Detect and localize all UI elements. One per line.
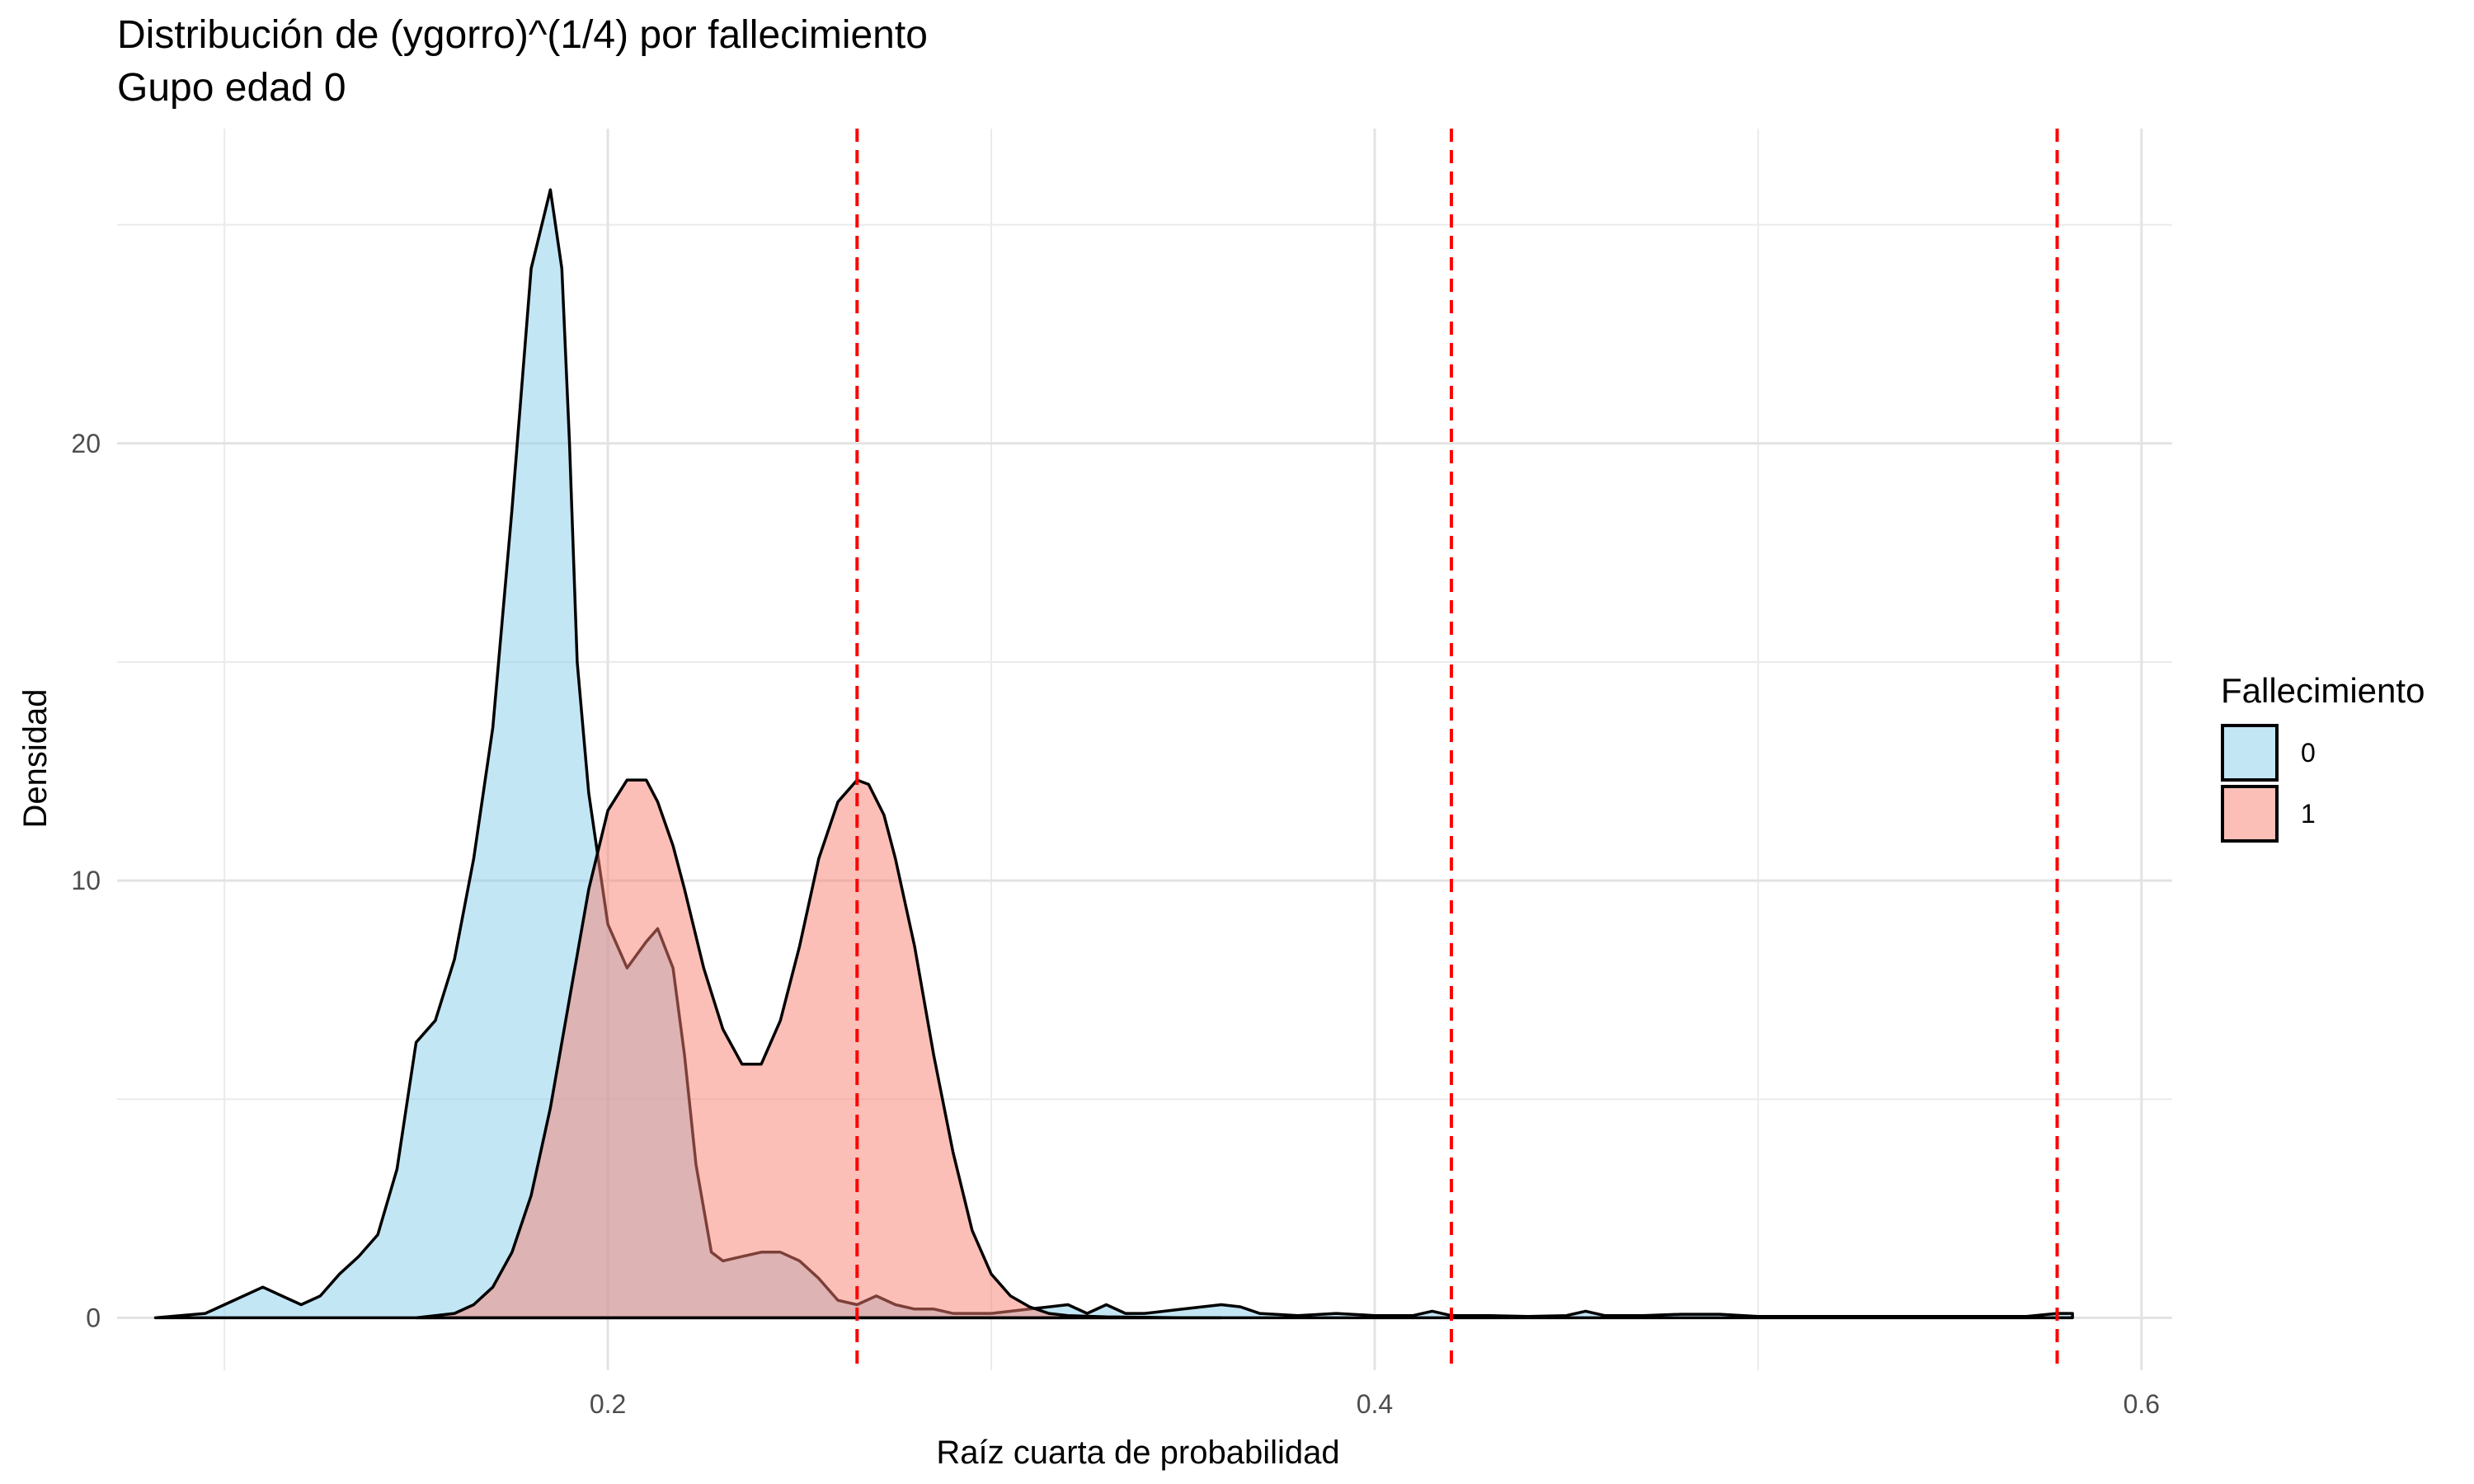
density-area-1 [414,778,1223,1320]
legend: Fallecimiento 0 1 [2221,671,2425,843]
y-tick-label: 10 [71,866,101,895]
legend-label-0: 0 [2301,738,2316,768]
threshold-lines [855,129,2059,1370]
chart-title: Distribución de (ygorro)^(1/4) por falle… [117,13,928,57]
legend-key-1 [2221,785,2279,843]
y-axis-ticks: 0 10 20 [71,429,101,1333]
x-axis-ticks: 0.2 0.4 0.6 [590,1389,2160,1419]
x-tick-label: 0.2 [590,1389,626,1419]
legend-label-1: 1 [2301,799,2316,829]
legend-key-0 [2221,724,2279,782]
legend-title: Fallecimiento [2221,671,2425,710]
x-tick-label: 0.6 [2124,1389,2160,1419]
y-tick-label: 0 [86,1303,101,1332]
x-axis-title: Raíz cuarta de probabilidad [936,1435,1339,1471]
density-area-0 [153,188,2074,1320]
density-areas [153,188,2074,1320]
y-tick-label: 20 [71,429,101,458]
chart-subtitle: Gupo edad 0 [117,66,346,110]
x-tick-label: 0.4 [1357,1389,1393,1419]
y-axis-title: Densidad [17,688,54,828]
